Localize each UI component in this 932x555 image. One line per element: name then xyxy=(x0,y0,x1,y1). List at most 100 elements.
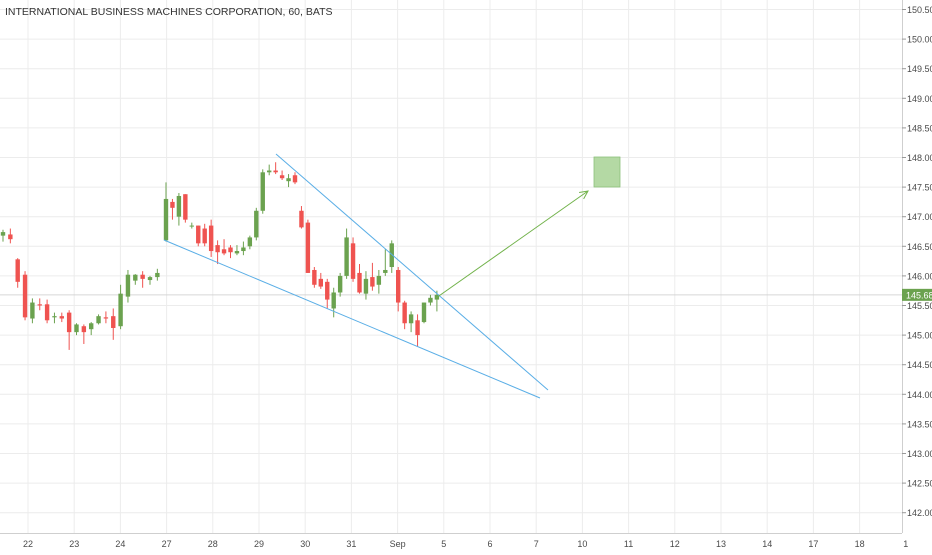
x-tick-label: 11 xyxy=(624,539,633,549)
y-tick-label: 150.00 xyxy=(907,35,932,45)
candle-body xyxy=(376,275,382,285)
chart-title: INTERNATIONAL BUSINESS MACHINES CORPORAT… xyxy=(5,6,333,18)
candle-body xyxy=(111,316,116,328)
candle-body xyxy=(170,201,175,208)
candle-body xyxy=(15,259,20,282)
candle-body xyxy=(428,297,433,303)
x-tick-label: 28 xyxy=(208,539,218,549)
candle-body xyxy=(196,225,201,244)
x-tick-label: 27 xyxy=(162,539,172,549)
y-tick-label: 146.50 xyxy=(907,242,932,252)
x-tick-label: 31 xyxy=(346,539,356,549)
y-tick-label: 145.00 xyxy=(907,331,932,341)
candle-body xyxy=(37,304,42,306)
y-tick-label: 149.50 xyxy=(907,64,932,74)
x-tick-label: 24 xyxy=(115,539,125,549)
candle-body xyxy=(279,175,285,179)
candle-body xyxy=(402,302,407,324)
target-box xyxy=(593,156,621,188)
candle-body xyxy=(118,293,123,327)
candle-body xyxy=(312,269,317,285)
y-tick-label: 146.00 xyxy=(907,271,932,281)
candle-body xyxy=(89,323,94,330)
candle-body xyxy=(74,324,79,333)
candle-body xyxy=(208,225,214,252)
candle-body xyxy=(125,274,131,297)
candle-body xyxy=(318,278,323,287)
y-tick-label: 142.50 xyxy=(907,479,932,489)
candle-body xyxy=(357,272,362,293)
x-tick-label: 23 xyxy=(69,539,79,549)
candle-body xyxy=(247,237,253,247)
candle-body xyxy=(234,251,240,254)
candle-body xyxy=(273,170,278,173)
candle-body xyxy=(299,210,304,228)
candle-body xyxy=(44,304,50,321)
candle-body xyxy=(370,277,375,287)
last-price-tag xyxy=(902,288,932,301)
candle-body xyxy=(96,316,101,324)
candle-body xyxy=(183,194,188,220)
last-price-label: 145.68 xyxy=(906,290,932,300)
candle-body xyxy=(331,292,336,309)
candle-body xyxy=(163,198,169,241)
candle-body xyxy=(59,316,64,319)
x-tick-label: 12 xyxy=(670,539,680,549)
lower-trendline xyxy=(163,239,541,399)
candle-body xyxy=(344,237,349,276)
candle-body xyxy=(176,195,182,217)
x-tick-label: 17 xyxy=(808,539,818,549)
time-axis[interactable]: 22 23 24 27 28 29 30 31 Sep 5 6 7 10 11 12 13 14 17 18 1 xyxy=(0,533,908,550)
candle-body xyxy=(221,249,227,254)
candle-body xyxy=(22,274,28,318)
candle-body xyxy=(292,175,298,183)
candle-body xyxy=(215,245,220,253)
candle-body xyxy=(305,222,311,273)
candle-body xyxy=(8,234,13,240)
price-axis[interactable]: 142.00 142.50 143.00 143.50 144.00 144.50 145.… xyxy=(902,0,932,550)
y-tick-label: 148.00 xyxy=(907,153,932,163)
x-tick-label: 10 xyxy=(577,539,587,549)
candle-body xyxy=(389,243,394,268)
x-tick-label: 18 xyxy=(855,539,865,549)
candle-body xyxy=(260,172,265,211)
y-tick-label: 145.50 xyxy=(907,301,932,311)
candle-body xyxy=(0,232,6,236)
candle-body xyxy=(408,314,414,324)
candle-body xyxy=(421,302,427,323)
candle-body xyxy=(66,312,72,333)
y-tick-label: 143.00 xyxy=(907,449,932,459)
candle-body xyxy=(325,281,330,300)
grid xyxy=(0,0,907,533)
candle-body xyxy=(30,302,35,319)
candle-body xyxy=(350,243,356,279)
candle-body xyxy=(396,269,401,303)
y-tick-label: 144.50 xyxy=(907,360,932,370)
y-tick-label: 147.00 xyxy=(907,212,932,222)
x-tick-label: Sep xyxy=(390,539,406,549)
candle-body xyxy=(52,316,57,318)
candle-body xyxy=(254,210,259,238)
candle-body xyxy=(189,225,194,227)
price-axis-bg xyxy=(902,0,932,550)
y-tick-label: 144.00 xyxy=(907,390,932,400)
x-tick-label: 29 xyxy=(254,539,264,549)
candle-body xyxy=(133,274,138,281)
candle-body xyxy=(383,269,388,273)
candle-body xyxy=(267,170,272,173)
time-axis-bg xyxy=(0,533,902,550)
candle-body xyxy=(147,277,153,281)
candles xyxy=(0,162,440,350)
x-tick-label: 14 xyxy=(762,539,772,549)
x-tick-label: 22 xyxy=(23,539,33,549)
candle-body xyxy=(286,178,291,182)
candle-body xyxy=(415,320,420,336)
candle-body xyxy=(337,275,343,293)
y-tick-label: 147.50 xyxy=(907,183,932,193)
candle-body xyxy=(81,326,87,333)
x-tick-label: 13 xyxy=(716,539,726,549)
candle-body xyxy=(140,274,145,279)
y-tick-label: 142.00 xyxy=(907,508,932,518)
